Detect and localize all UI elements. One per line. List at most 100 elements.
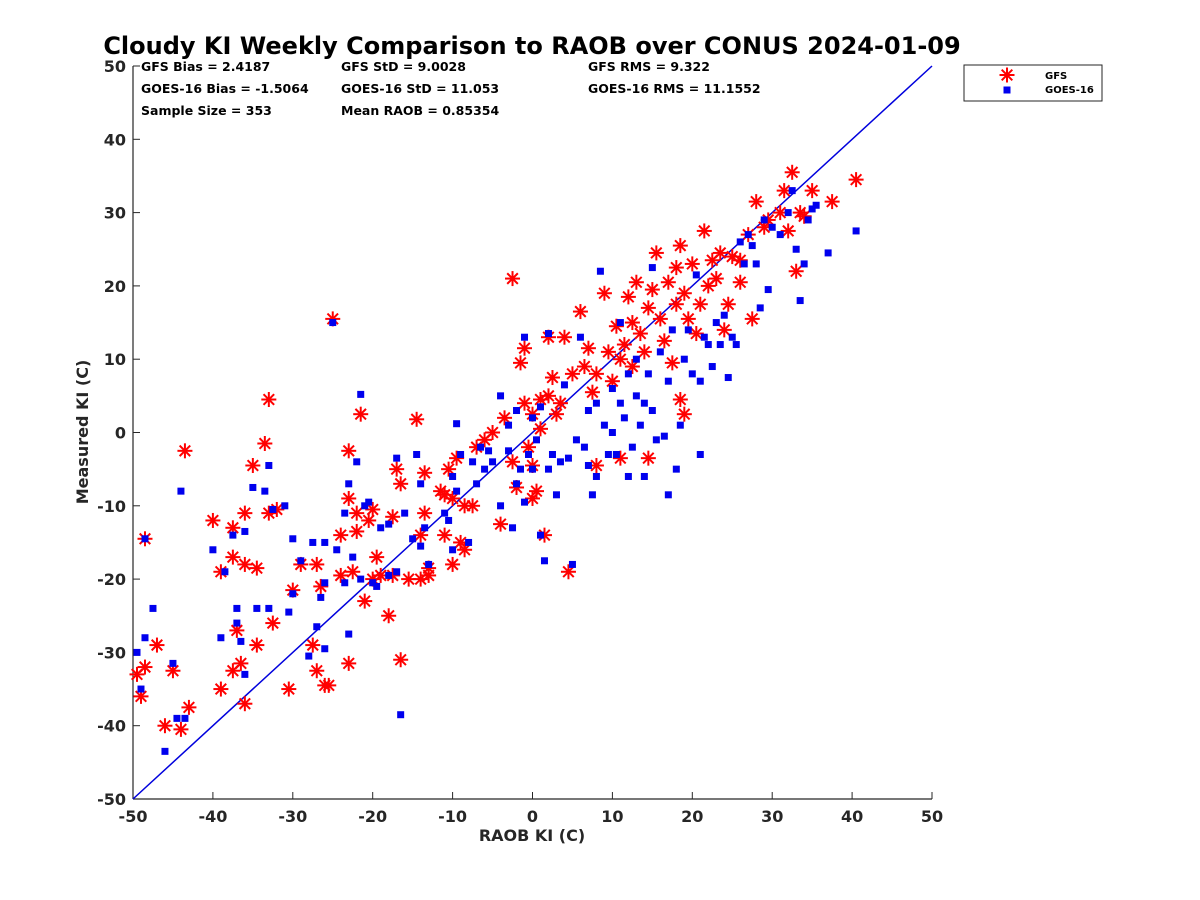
gfs-data-point xyxy=(708,271,724,287)
goes16-data-point xyxy=(620,414,628,422)
gfs-data-point xyxy=(616,337,632,353)
gfs-data-point xyxy=(720,296,736,312)
goes16-data-point xyxy=(724,374,732,382)
goes16-data-point xyxy=(365,498,373,506)
goes16-data-point xyxy=(576,333,584,341)
gfs-data-point xyxy=(596,285,612,301)
goes16-data-point xyxy=(497,392,505,400)
goes-bias-stat: GOES-16 Bias = -1.5064 xyxy=(141,81,309,96)
goes16-data-point xyxy=(357,390,365,398)
goes16-data-point xyxy=(684,326,692,334)
gfs-data-point xyxy=(369,549,385,565)
gfs-data-point xyxy=(357,593,373,609)
gfs-data-point xyxy=(417,505,433,521)
goes16-data-point xyxy=(329,319,337,327)
goes16-data-point xyxy=(345,480,353,488)
goes16-data-point xyxy=(513,407,521,415)
goes16-data-point xyxy=(544,465,552,473)
gfs-data-point xyxy=(181,699,197,715)
goes16-data-point xyxy=(752,260,760,268)
goes16-data-point xyxy=(696,450,704,458)
x-tick-label: -50 xyxy=(119,807,148,826)
goes16-data-point xyxy=(269,505,277,513)
legend: GFS GOES-16 xyxy=(963,64,1103,102)
gfs-data-point xyxy=(485,425,501,440)
goes16-data-point xyxy=(640,472,648,480)
goes16-data-point xyxy=(141,634,149,642)
goes16-data-point xyxy=(209,546,217,554)
statistics-block: GFS Bias = 2.4187 GOES-16 Bias = -1.5064… xyxy=(141,59,761,118)
gfs-data-point xyxy=(493,516,509,532)
goes16-data-point xyxy=(592,399,600,407)
goes16-data-point xyxy=(588,491,596,499)
gfs-data-point xyxy=(229,622,245,638)
goes16-data-point xyxy=(616,399,624,407)
x-tick-label: 20 xyxy=(681,807,703,826)
gfs-std-stat: GFS StD = 9.0028 xyxy=(341,59,466,74)
goes16-data-point xyxy=(704,341,712,349)
gfs-data-point xyxy=(572,304,588,320)
goes16-data-point xyxy=(732,341,740,349)
gfs-data-point xyxy=(612,351,628,367)
goes16-data-point xyxy=(668,326,676,334)
goes16-data-point xyxy=(760,216,768,224)
goes16-data-point xyxy=(768,223,776,231)
goes16-data-point xyxy=(648,407,656,415)
y-tick-label: -20 xyxy=(97,570,126,589)
goes16-data-point xyxy=(560,381,568,389)
gfs-data-point xyxy=(744,311,760,327)
goes16-data-point xyxy=(505,421,513,429)
goes16-data-point xyxy=(529,414,536,422)
goes16-data-point xyxy=(233,619,241,627)
goes16-data-point xyxy=(628,443,636,451)
plot-area: -50 -40 -30 -20 -10 0 10 20 30 40 50 -50 -40 -30 -20 -1… xyxy=(97,57,943,826)
gfs-data-point xyxy=(393,652,409,668)
gfs-data-point xyxy=(249,637,265,653)
gfs-data-point xyxy=(465,498,481,514)
gfs-data-point xyxy=(652,311,668,327)
gfs-data-point xyxy=(333,567,349,583)
goes16-data-point xyxy=(652,436,660,444)
goes16-data-point xyxy=(321,579,329,587)
gfs-data-point xyxy=(548,406,564,422)
gfs-data-point xyxy=(552,395,568,411)
goes16-data-point xyxy=(281,502,289,510)
goes16-data-point xyxy=(521,333,529,341)
goes16-data-point xyxy=(473,480,481,488)
x-axis-label: RAOB KI (C) xyxy=(479,826,585,845)
mean-raob-stat: Mean RAOB = 0.85354 xyxy=(341,103,499,118)
gfs-data-point xyxy=(389,461,405,477)
goes16-data-point xyxy=(584,461,592,469)
gfs-data-point xyxy=(361,512,377,528)
gfs-data-point xyxy=(732,274,748,290)
goes16-data-point xyxy=(852,227,860,235)
goes16-data-point xyxy=(716,341,724,349)
goes16-data-point xyxy=(696,377,704,385)
gfs-data-point xyxy=(620,289,636,305)
goes16-data-point xyxy=(796,297,804,305)
goes16-data-point xyxy=(481,465,489,473)
goes16-data-point xyxy=(584,407,592,415)
axis-ticks: -50 -40 -30 -20 -10 0 10 20 30 40 50 -50 -40 -30 -20 -1… xyxy=(97,57,943,826)
y-tick-label: -50 xyxy=(97,790,126,809)
gfs-data-point xyxy=(449,450,465,466)
x-tick-label: 40 xyxy=(841,807,863,826)
x-tick-label: 10 xyxy=(601,807,623,826)
gfs-data-point xyxy=(628,274,644,290)
gfs-data-point xyxy=(528,483,544,499)
gfs-data-point xyxy=(353,406,369,422)
goes16-data-point xyxy=(449,546,457,554)
y-tick-label: -10 xyxy=(97,497,126,516)
goes16-data-point xyxy=(764,286,772,294)
gfs-data-point xyxy=(588,366,604,382)
goes16-data-point xyxy=(341,509,349,517)
gfs-data-point xyxy=(257,435,273,451)
gfs-data-point xyxy=(137,659,153,675)
goes16-data-point xyxy=(656,348,664,356)
gfs-data-point xyxy=(624,359,640,375)
goes16-data-point xyxy=(181,714,189,722)
gfs-data-point xyxy=(668,260,684,276)
gfs-data-point xyxy=(676,406,692,422)
gfs-data-point xyxy=(237,696,253,712)
